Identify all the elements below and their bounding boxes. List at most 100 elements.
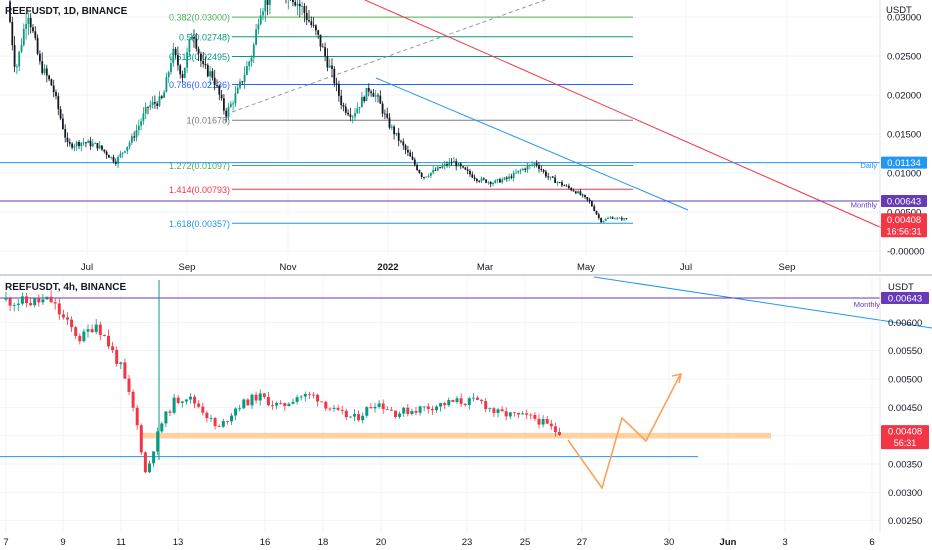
daily-y-tick-label: 0.01000 [887, 169, 921, 180]
daily-candle-body [436, 167, 439, 171]
four-hour-candle-body [61, 314, 65, 318]
daily-candle-body [595, 210, 598, 215]
daily-candle-body [98, 145, 101, 149]
four-hour-candle-body [254, 394, 258, 401]
four-hour-candle-body [148, 463, 151, 473]
daily-candle-body [535, 163, 538, 166]
daily-candle-body [425, 176, 428, 178]
daily-candle-body [80, 142, 83, 147]
four-hour-candle-body [57, 303, 61, 315]
daily-candle-body [455, 161, 458, 167]
daily-candle-body [466, 169, 469, 171]
daily-candle-body [94, 143, 96, 144]
daily-candle-body [202, 60, 205, 64]
four-hour-time-axis[interactable]: 7 9 11 13 16 18 20 23 25 27 30 Jun 3 6 [3, 537, 874, 548]
daily-candles [9, 0, 628, 223]
fib-level-label: 0.382(0.03000) [169, 13, 230, 23]
four-hour-candle-body [545, 419, 549, 424]
daily-candle-body [117, 156, 119, 164]
daily-candle-body [29, 17, 32, 28]
last-price-badge [881, 213, 927, 238]
daily-candle-body [510, 176, 513, 179]
four-hour-candle-body [291, 401, 295, 404]
daily-candle-body [137, 125, 140, 131]
daily-candle-body [384, 113, 386, 115]
daily-candle-body [413, 159, 416, 165]
four-hour-candle-body [107, 335, 110, 347]
daily-y-tick-label: 0.02000 [887, 91, 921, 102]
daily-candle-body [554, 177, 556, 183]
four-hour-candle-body [94, 324, 98, 333]
projected-price-path [567, 374, 681, 490]
daily-candle-body [593, 206, 596, 211]
four-hour-candle-body [320, 401, 324, 403]
four-hour-candle-body [348, 416, 352, 418]
daily-candle-body [512, 172, 515, 179]
daily-candle-body [91, 143, 94, 147]
four-hour-candle-body [53, 302, 57, 304]
daily-candle-body [551, 176, 554, 178]
four-hour-candle-body [517, 412, 520, 415]
daily-candle-body [41, 61, 44, 74]
daily-candle-body [32, 27, 34, 32]
four-hour-candle-body [369, 407, 373, 409]
four-hour-candle-body [553, 426, 557, 432]
daily-candle-body [225, 110, 228, 117]
daily-candle-body [121, 152, 124, 154]
daily-x-tick-label: Mar [477, 262, 493, 273]
daily-candle-body [154, 102, 156, 104]
four-hour-y-tick-label: 0.00450 [888, 403, 922, 414]
daily-candle-body [556, 182, 559, 183]
four-hour-candle-body [193, 396, 197, 404]
daily-candle-body [50, 79, 53, 86]
four-hour-candle-body [455, 398, 459, 402]
daily-x-tick-label: 2022 [377, 262, 398, 273]
daily-candle-body [533, 163, 536, 165]
four-hour-x-tick-label: 7 [3, 537, 8, 548]
daily-price-axis[interactable]: 0.03000 0.02500 0.02000 0.01500 0.01000 0.005… [887, 13, 925, 258]
daily-candle-body [365, 87, 368, 101]
daily-candle-body [607, 218, 609, 220]
daily-candle-body [597, 214, 600, 219]
level-price-badge-text: 0.00643 [887, 196, 921, 207]
daily-candle-body [393, 126, 395, 135]
daily-candle-body [374, 95, 377, 97]
four-hour-candle-body [459, 398, 463, 404]
daily-candle-body [501, 179, 504, 183]
daily-candle-body [402, 141, 405, 146]
daily-candle-body [255, 29, 257, 45]
four-hour-x-tick-label: 30 [664, 537, 675, 548]
four-hour-candle-body [344, 410, 348, 418]
daily-candle-body [453, 161, 455, 163]
daily-candle-body [13, 45, 16, 67]
four-hour-price-axis[interactable]: 0.006000.005500.005000.004500.004000.003… [888, 318, 922, 527]
daily-time-axis[interactable]: Jul Sep Nov 2022 Mar May Jul Sep [81, 262, 796, 273]
daily-candle-body [59, 109, 62, 119]
four-hour-candle-body [45, 296, 49, 300]
daily-candle-body [243, 74, 246, 82]
red-trendline [364, 0, 883, 229]
fib-level-label: 1.272(0.01097) [169, 161, 230, 171]
daily-candle-body [211, 71, 214, 78]
four-hour-chart-pane[interactable]: Monthly REEFUSDT, 4h, BINANCE 0.006000.0… [0, 276, 932, 548]
daily-candle-body [25, 23, 27, 29]
daily-candle-body [379, 95, 382, 104]
daily-chart-pane[interactable]: 0.236(0.03312)0.382(0.03000)0.5(0.02748)… [0, 0, 927, 273]
daily-candle-body [377, 95, 379, 97]
daily-candle-body [234, 93, 237, 104]
daily-candle-body [312, 25, 315, 26]
daily-candle-body [328, 65, 331, 68]
daily-candle-body [489, 182, 492, 185]
daily-candle-body [450, 161, 453, 163]
daily-candle-body [441, 166, 444, 169]
daily-candle-body [361, 96, 363, 108]
four-hour-candle-body [139, 425, 143, 453]
daily-x-tick-label: Jul [81, 262, 93, 273]
daily-candle-body [547, 176, 550, 178]
daily-candle-body [372, 93, 375, 97]
four-hour-candle-body [521, 413, 525, 415]
daily-candle-body [250, 57, 253, 62]
daily-candle-body [206, 65, 209, 77]
four-hour-candle-body [435, 406, 438, 411]
